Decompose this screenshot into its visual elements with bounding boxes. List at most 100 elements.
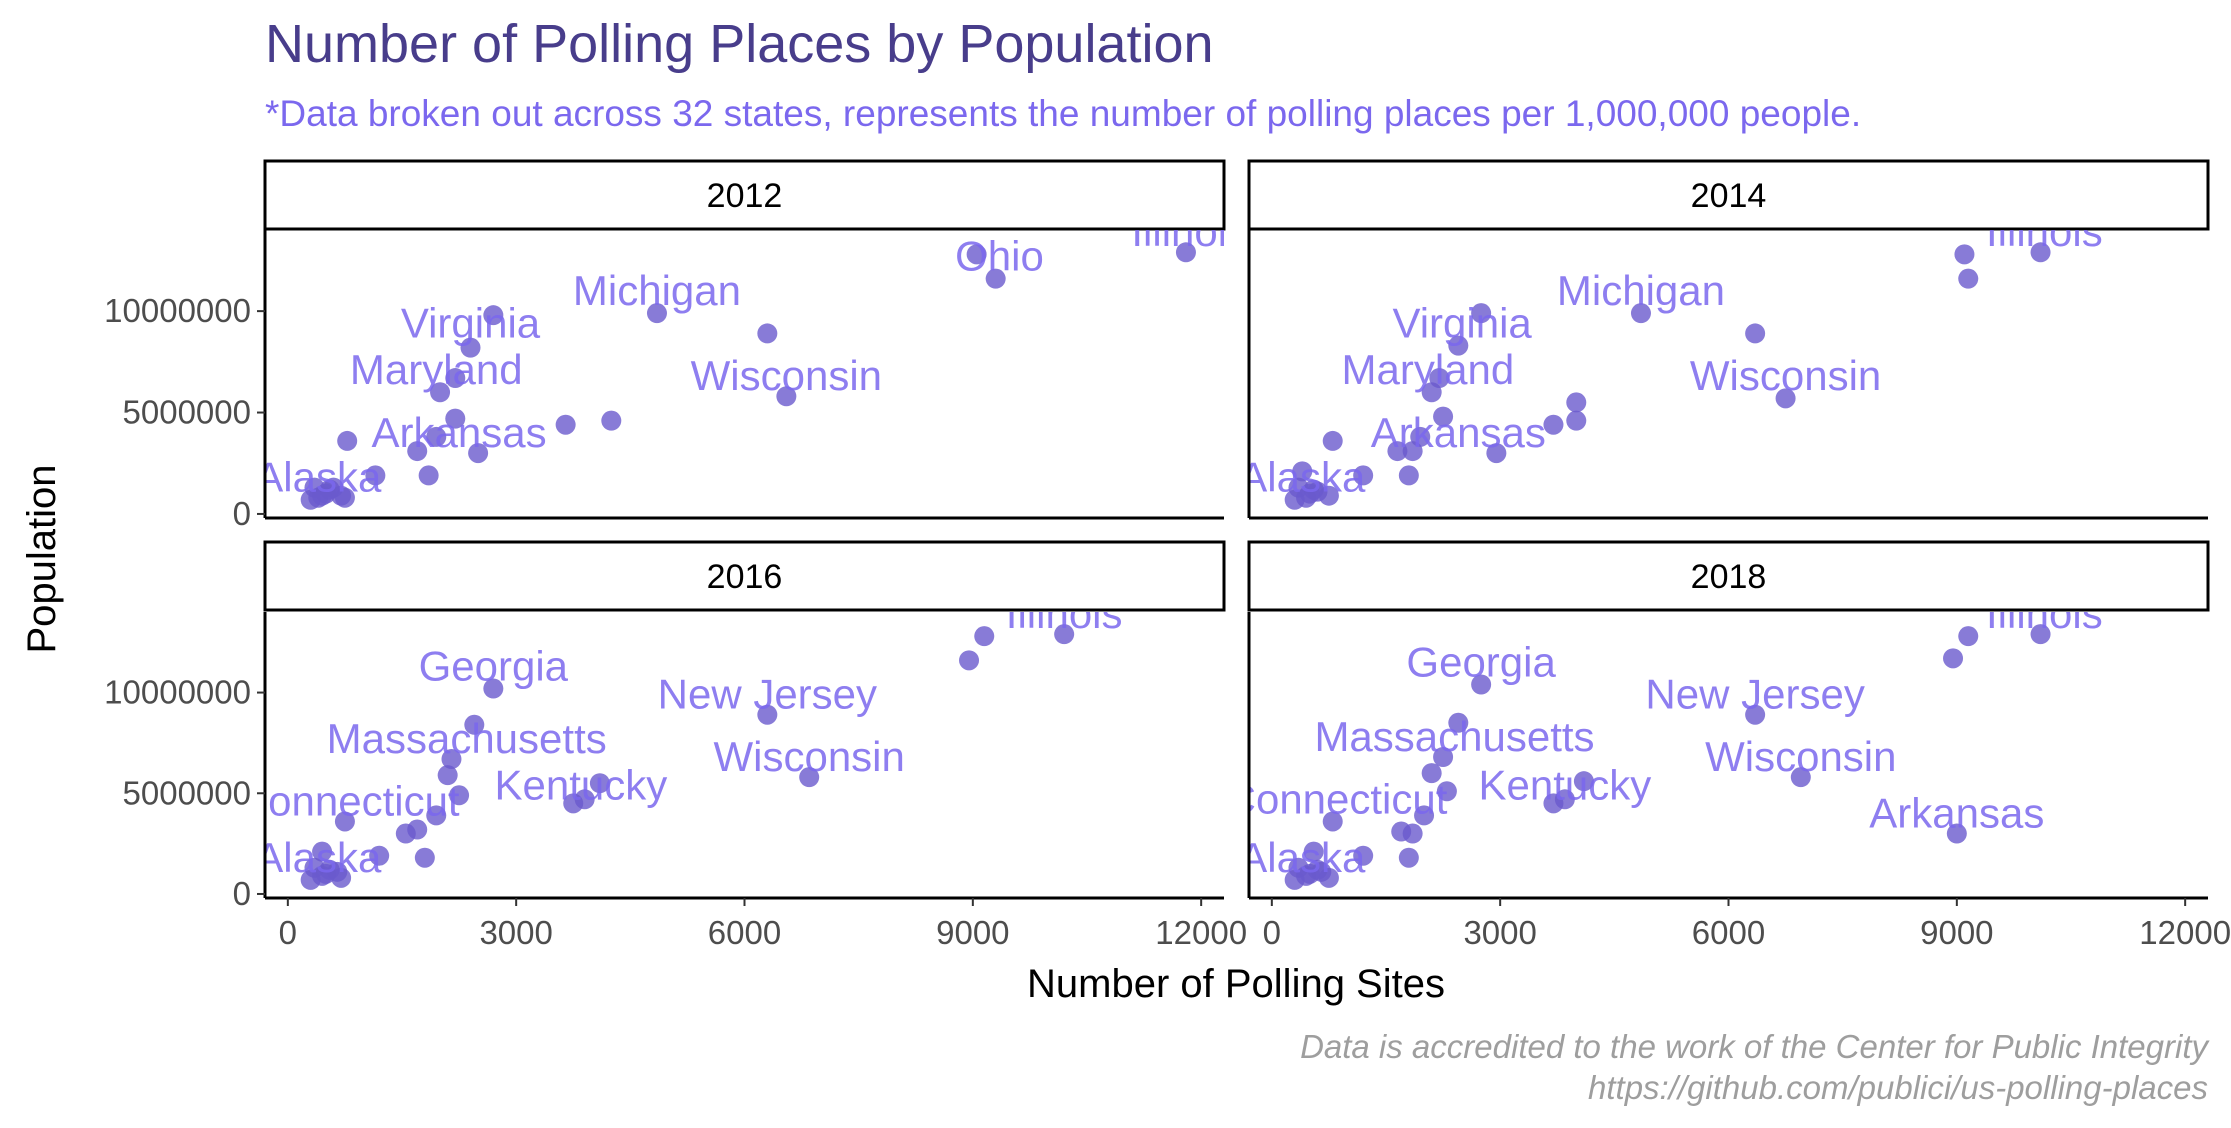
facet-panel-2016: 2016 Alaska Connecticut KentuckyMassachuset…	[104, 540, 1247, 951]
state-label: Illinois	[1131, 208, 1248, 255]
facet-panel-2018: 2018 Alaska Connecticut KentuckyMassachuset…	[1226, 540, 2231, 951]
data-point	[1436, 781, 1457, 802]
data-point	[1433, 406, 1454, 427]
data-point	[1398, 465, 1419, 486]
facet-strip-label: 2018	[1691, 558, 1767, 596]
data-point	[776, 386, 797, 407]
state-label: Connecticut	[1226, 775, 1448, 822]
data-point	[1448, 712, 1469, 733]
state-label: New Jersey	[1645, 671, 1864, 718]
data-point	[1943, 648, 1964, 669]
y-tick-label: 0	[233, 495, 251, 532]
data-point	[1566, 410, 1587, 431]
data-point	[1946, 823, 1967, 844]
state-label: Wisconsin	[691, 352, 882, 399]
x-axis-title: Number of Polling Sites	[1027, 962, 1445, 1006]
data-point	[1471, 303, 1492, 324]
facet-strip-box	[1247, 159, 2210, 231]
state-label: Massachusetts	[327, 715, 607, 762]
data-point	[959, 650, 980, 671]
data-point	[601, 410, 622, 431]
data-point	[407, 819, 428, 840]
data-point	[1429, 368, 1450, 389]
data-point	[1054, 624, 1075, 645]
data-point	[1554, 789, 1575, 810]
data-point	[1630, 303, 1651, 324]
data-point	[1954, 244, 1975, 265]
y-tick-label: 10000000	[104, 674, 251, 711]
data-point	[365, 465, 386, 486]
x-tick-label: 9000	[936, 914, 1009, 951]
data-point	[1471, 674, 1492, 695]
state-label: Wisconsin	[1705, 733, 1896, 780]
state-label: Maryland	[1341, 346, 1514, 393]
data-point	[1775, 388, 1796, 409]
x-tick-label: 6000	[1692, 914, 1765, 951]
caption-url: https://github.com/publici/us-polling-pl…	[1588, 1069, 2208, 1106]
data-point	[312, 841, 333, 862]
state-label: Michigan	[573, 267, 741, 314]
data-point	[1448, 335, 1469, 356]
state-label: Arkansas	[1371, 409, 1546, 456]
data-point	[407, 441, 428, 462]
data-point	[1958, 268, 1979, 289]
data-point	[426, 805, 447, 826]
y-tick-label: 10000000	[104, 292, 251, 329]
data-point	[334, 811, 355, 832]
facet-strip-label: 2014	[1691, 177, 1767, 215]
x-tick-label: 3000	[479, 914, 552, 951]
data-point	[1958, 626, 1979, 647]
data-point	[1402, 823, 1423, 844]
state-label: Alaska	[1239, 454, 1366, 501]
state-label: Kentucky	[494, 761, 667, 808]
state-label: Georgia	[1406, 638, 1556, 685]
x-tick-label: 6000	[708, 914, 781, 951]
data-point	[966, 244, 987, 265]
data-point	[1790, 767, 1811, 788]
state-label: Wisconsin	[713, 733, 904, 780]
caption-credit: Data is accredited to the work of the Ce…	[1300, 1028, 2210, 1065]
data-point	[337, 430, 358, 451]
data-point	[757, 323, 778, 344]
state-label: Illinois	[1986, 590, 2103, 637]
data-point	[1414, 805, 1435, 826]
data-point	[2030, 624, 2051, 645]
state-label: Ohio	[955, 233, 1044, 280]
data-point	[1303, 841, 1324, 862]
data-point	[464, 714, 485, 735]
data-point	[555, 414, 576, 435]
data-point	[1745, 704, 1766, 725]
chart-title: Number of Polling Places by Population	[265, 14, 1214, 74]
data-point	[574, 789, 595, 810]
data-point	[1292, 461, 1313, 482]
facet-strip-label: 2012	[707, 177, 783, 215]
state-label: Virginia	[1392, 299, 1532, 346]
state-label: Connecticut	[238, 777, 460, 824]
state-label: Wisconsin	[1690, 352, 1881, 399]
data-point	[331, 867, 352, 888]
state-label: Illinois	[1986, 208, 2103, 255]
data-point	[974, 626, 995, 647]
data-point	[1566, 392, 1587, 413]
data-point	[1322, 811, 1343, 832]
data-point	[1573, 771, 1594, 792]
facet-strip-label: 2016	[707, 558, 783, 596]
facet-strip-box	[263, 159, 1226, 231]
data-point	[430, 382, 451, 403]
y-tick-label: 0	[233, 875, 251, 912]
state-label: Georgia	[419, 642, 569, 689]
state-label: New Jersey	[658, 671, 877, 718]
data-point	[589, 773, 610, 794]
data-point	[483, 305, 504, 326]
data-point	[445, 368, 466, 389]
data-point	[1175, 242, 1196, 263]
x-tick-label: 9000	[1920, 914, 1993, 951]
data-point	[1318, 485, 1339, 506]
state-label: Kentucky	[1478, 761, 1651, 808]
data-point	[2030, 242, 2051, 263]
y-tick-label: 5000000	[123, 774, 251, 811]
